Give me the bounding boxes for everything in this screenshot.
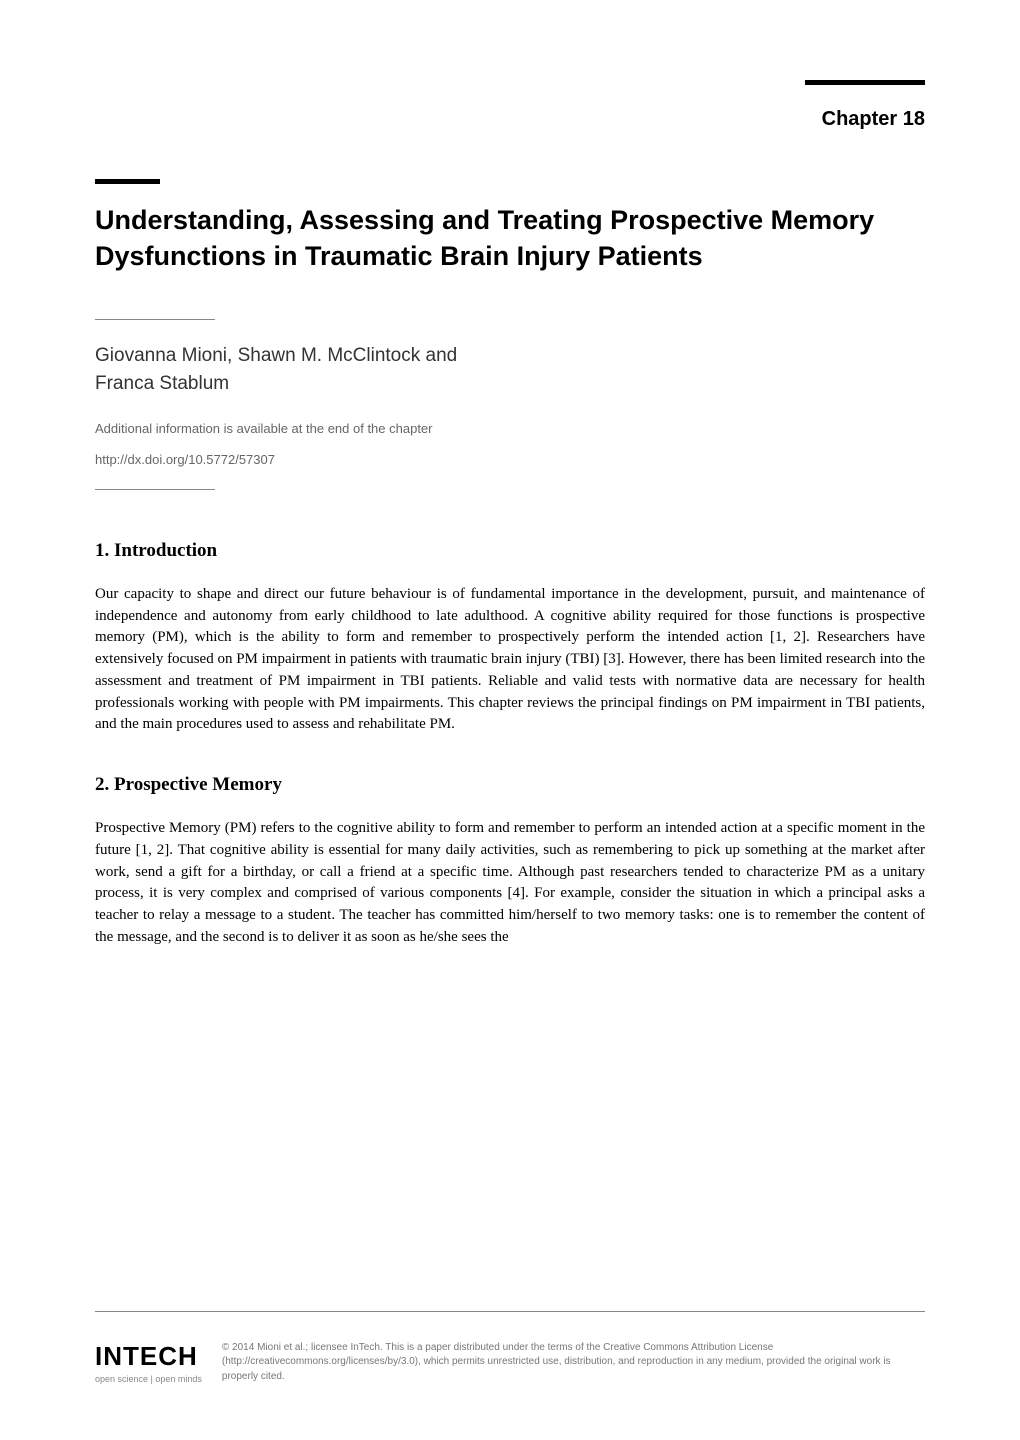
chapter-label: Chapter 18 <box>95 108 925 131</box>
footer-divider <box>95 1311 925 1312</box>
copyright-text: © 2014 Mioni et al.; licensee InTech. Th… <box>222 1341 925 1385</box>
publisher-logo-block: INTECH open science | open minds <box>95 1341 202 1384</box>
section-divider <box>95 489 215 490</box>
section-2-heading: 2. Prospective Memory <box>95 774 925 796</box>
section-2-body: Prospective Memory (PM) refers to the co… <box>95 818 925 949</box>
chapter-title: Understanding, Assessing and Treating Pr… <box>95 202 925 275</box>
additional-info-text: Additional information is available at t… <box>95 421 925 436</box>
title-accent-bar <box>95 179 160 184</box>
publisher-tagline: open science | open minds <box>95 1374 202 1384</box>
doi-link: http://dx.doi.org/10.5772/57307 <box>95 452 925 467</box>
section-1-body: Our capacity to shape and direct our fut… <box>95 584 925 736</box>
authors: Giovanna Mioni, Shawn M. McClintock and … <box>95 342 925 399</box>
footer: INTECH open science | open minds © 2014 … <box>95 1341 925 1385</box>
publisher-logo: INTECH <box>95 1341 202 1372</box>
top-accent-bar <box>805 80 925 85</box>
author-divider <box>95 319 215 320</box>
section-1-heading: 1. Introduction <box>95 540 925 562</box>
